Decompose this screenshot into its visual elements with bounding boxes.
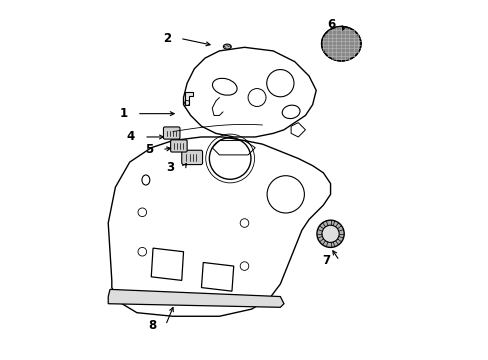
Text: 4: 4 [126,130,135,144]
Circle shape [316,220,344,247]
Text: 3: 3 [166,161,174,174]
Ellipse shape [223,44,231,49]
Text: 8: 8 [148,319,156,332]
Text: 2: 2 [163,32,171,45]
Polygon shape [108,289,284,307]
Text: 5: 5 [144,143,153,156]
Circle shape [321,225,339,242]
FancyBboxPatch shape [182,150,202,165]
Polygon shape [224,44,230,49]
Text: 7: 7 [322,254,330,267]
Polygon shape [185,92,192,105]
Ellipse shape [321,27,360,61]
FancyBboxPatch shape [170,140,187,152]
Text: 6: 6 [327,18,335,31]
Text: 1: 1 [120,107,128,120]
FancyBboxPatch shape [163,127,180,139]
